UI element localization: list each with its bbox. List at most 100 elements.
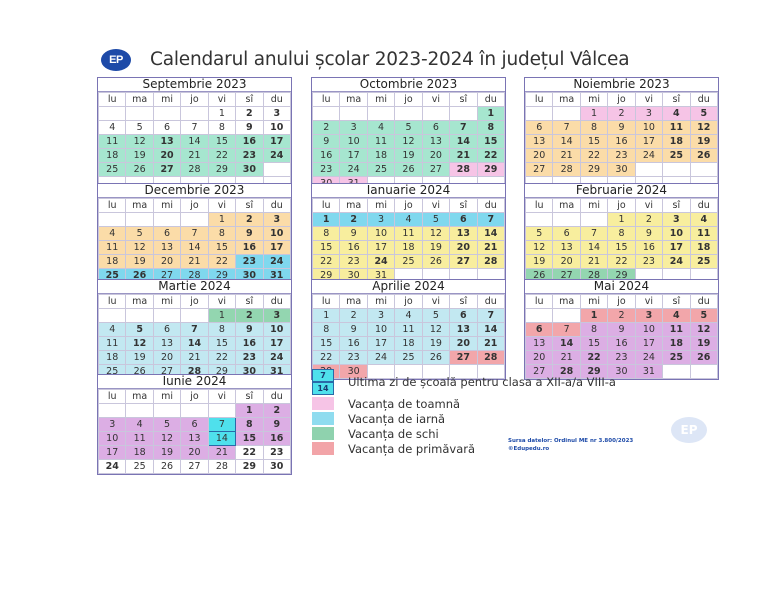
- day-cell: 5: [125, 226, 154, 241]
- week-row: 13 14 15 16 17 18 19: [524, 336, 719, 351]
- week-row: 4 5 6 7 8 9 10: [97, 322, 292, 337]
- week-row: 13 14 15 16 17 18 19: [524, 134, 719, 149]
- day-cell: 31: [634, 364, 664, 379]
- day-cell: 4: [662, 308, 691, 323]
- weekday-label: sî: [662, 294, 691, 309]
- weekday-label: vi: [634, 92, 664, 107]
- day-cell: 9: [634, 226, 664, 241]
- week-row: 25 26 27 28 29 30: [97, 162, 292, 177]
- day-cell: [689, 162, 719, 177]
- weekday-label: lu: [311, 294, 341, 309]
- day-cell: 9: [607, 322, 636, 337]
- day-cell: 18: [662, 336, 691, 351]
- day-cell: 13: [552, 240, 581, 255]
- day-cell: 10: [262, 226, 292, 241]
- day-cell: 14: [476, 322, 506, 337]
- day-cell: 25: [662, 148, 691, 163]
- day-cell: 27: [152, 162, 182, 177]
- day-cell: 15: [311, 240, 341, 255]
- primavara-swatch: [312, 442, 334, 455]
- day-cell: 4: [97, 322, 127, 337]
- day-cell: 26: [125, 162, 154, 177]
- weekday-label: jo: [607, 198, 636, 213]
- day-cell: 6: [180, 417, 209, 432]
- day-cell: 5: [125, 120, 154, 135]
- day-cell: 23: [262, 445, 292, 460]
- day-cell: 25: [125, 459, 154, 474]
- day-cell: 17: [634, 134, 664, 149]
- month-grid: lu ma mi jo vi sî du 1 2 3 4 5 6 7 8 9 10 11 12 13 14 15 16 17 1…: [311, 198, 506, 283]
- day-cell: 18: [662, 134, 691, 149]
- weekday-header: lu ma mi jo vi sî du: [524, 92, 719, 107]
- day-cell: 23: [339, 350, 368, 365]
- day-cell: 5: [125, 322, 154, 337]
- weekday-label: jo: [180, 389, 209, 404]
- weekday-label: mi: [579, 92, 609, 107]
- day-cell: 7: [207, 417, 237, 432]
- day-cell: 9: [235, 226, 264, 241]
- day-cell: 9: [339, 226, 368, 241]
- weekday-label: vi: [207, 198, 237, 213]
- day-cell: [339, 106, 368, 121]
- day-cell: 26: [421, 350, 451, 365]
- weekday-header: lu ma mi jo vi sî du: [524, 294, 719, 309]
- day-cell: 11: [689, 226, 719, 241]
- day-cell: 25: [662, 350, 691, 365]
- day-cell: 26: [394, 162, 423, 177]
- weekday-label: lu: [524, 198, 554, 213]
- day-cell: 21: [552, 350, 581, 365]
- week-row: 20 21 22 23 24 25 26: [524, 350, 719, 365]
- weekday-label: ma: [552, 294, 581, 309]
- legend-item-primavara: Vacanța de primăvară: [312, 441, 616, 456]
- day-cell: 19: [689, 336, 719, 351]
- day-cell: 15: [476, 134, 506, 149]
- day-cell: 24: [634, 148, 664, 163]
- day-cell: 3: [97, 417, 127, 432]
- day-cell: [125, 308, 154, 323]
- day-cell: 6: [421, 120, 451, 135]
- weekday-label: lu: [97, 198, 127, 213]
- day-cell: 18: [689, 240, 719, 255]
- day-cell: 13: [180, 431, 209, 446]
- weekday-label: mi: [366, 294, 396, 309]
- day-cell: [579, 212, 609, 227]
- month-calendar: Octombrie 2023 lu ma mi jo vi sî du 1 2 3 4 5 6 7 8 9 10 1…: [311, 77, 506, 192]
- month-grid: lu ma mi jo vi sî du 1 2 3 4 5 6 7 8 9 10 11 12 13 14 15 16 17 1…: [524, 198, 719, 283]
- weekday-label: vi: [421, 92, 451, 107]
- month-title: Ianuarie 2024: [312, 184, 505, 198]
- weekday-label: vi: [207, 389, 237, 404]
- day-cell: 4: [689, 212, 719, 227]
- day-cell: 4: [366, 120, 396, 135]
- day-cell: 12: [524, 240, 554, 255]
- day-cell: 3: [366, 308, 396, 323]
- week-row: 11 12 13 14 15 16 17: [97, 240, 292, 255]
- day-cell: 24: [634, 350, 664, 365]
- weekday-label: sî: [449, 92, 478, 107]
- day-cell: 9: [339, 322, 368, 337]
- day-cell: 2: [262, 403, 292, 418]
- day-cell: 7: [476, 212, 506, 227]
- day-cell: 1: [311, 212, 341, 227]
- month-title: Februarie 2024: [525, 184, 718, 198]
- weekday-label: lu: [97, 294, 127, 309]
- day-cell: 8: [207, 226, 237, 241]
- day-cell: 11: [394, 322, 423, 337]
- day-cell: 24: [262, 350, 292, 365]
- weekday-label: mi: [152, 294, 182, 309]
- day-cell: 4: [394, 212, 423, 227]
- day-cell: 17: [262, 240, 292, 255]
- weekday-label: sî: [449, 198, 478, 213]
- day-cell: 9: [235, 120, 264, 135]
- day-cell: 18: [97, 148, 127, 163]
- weekday-label: vi: [421, 198, 451, 213]
- day-cell: 23: [235, 148, 264, 163]
- page-title: Calendarul anului școlar 2023-2024 în ju…: [150, 49, 630, 70]
- day-cell: 14: [180, 134, 209, 149]
- weekday-label: jo: [607, 92, 636, 107]
- week-row: 10 11 12 13 14 15 16: [97, 431, 292, 446]
- weekday-label: du: [476, 198, 506, 213]
- day-cell: 19: [125, 148, 154, 163]
- week-row: 15 16 17 18 19 20 21: [311, 240, 506, 255]
- day-cell: 14: [449, 134, 478, 149]
- month-calendar: Aprilie 2024 lu ma mi jo vi sî du 1 2 3 4 5 6 7 8 9 10 11 1…: [311, 279, 506, 380]
